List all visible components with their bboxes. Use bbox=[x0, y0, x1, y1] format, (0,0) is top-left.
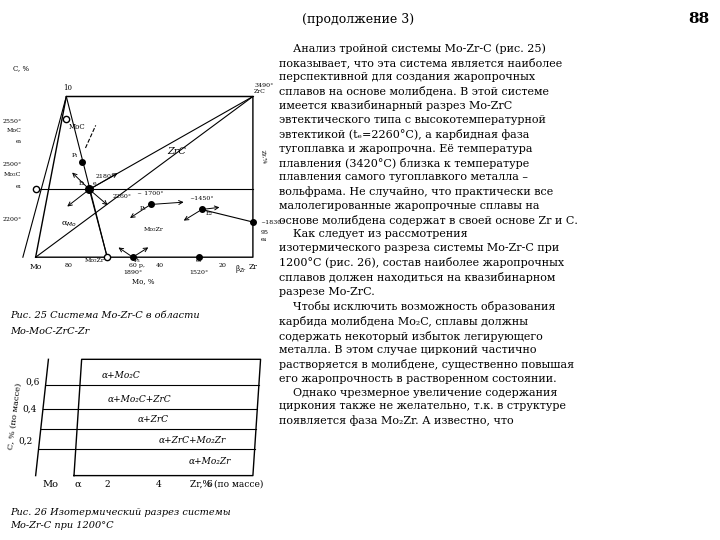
Text: Анализ тройной системы Mo-Zr-C (рис. 25)
показывает, что эта система является на: Анализ тройной системы Mo-Zr-C (рис. 25)… bbox=[279, 43, 577, 426]
Text: e₄: e₄ bbox=[261, 237, 266, 242]
Text: 0,6: 0,6 bbox=[25, 378, 40, 387]
Text: β$_{Zr}$: β$_{Zr}$ bbox=[235, 264, 247, 275]
Text: 6: 6 bbox=[207, 480, 212, 489]
Text: E₂: E₂ bbox=[206, 211, 212, 216]
Text: e₃: e₃ bbox=[196, 259, 202, 264]
Text: MoC: MoC bbox=[68, 123, 85, 131]
Text: Mo, %: Mo, % bbox=[132, 278, 154, 285]
Text: 10: 10 bbox=[63, 84, 72, 92]
Text: 88: 88 bbox=[688, 12, 709, 26]
Text: 60 p,: 60 p, bbox=[129, 264, 145, 268]
Text: 2200°: 2200° bbox=[2, 217, 22, 222]
Text: P₃: P₃ bbox=[134, 259, 140, 264]
Text: α$_{Mo}$: α$_{Mo}$ bbox=[60, 220, 77, 229]
Text: Mo-Zr-C при 1200°С: Mo-Zr-C при 1200°С bbox=[10, 521, 114, 530]
Text: 2: 2 bbox=[104, 480, 110, 489]
Text: α+Mo₂C+ZrC: α+Mo₂C+ZrC bbox=[107, 395, 171, 403]
Text: 40: 40 bbox=[156, 264, 163, 268]
Text: 4: 4 bbox=[156, 480, 161, 489]
Text: 95: 95 bbox=[261, 230, 269, 234]
Text: Mo: Mo bbox=[30, 264, 42, 272]
Text: ~1450°: ~1450° bbox=[189, 197, 214, 201]
Text: Mo₂Zr: Mo₂Zr bbox=[143, 227, 163, 232]
Text: 2260°: 2260° bbox=[112, 194, 131, 199]
Text: e: e bbox=[92, 181, 96, 186]
Text: 0,2: 0,2 bbox=[19, 436, 33, 445]
Text: e₅: e₅ bbox=[15, 139, 22, 144]
Text: α: α bbox=[74, 480, 81, 489]
Text: P₁: P₁ bbox=[71, 153, 78, 158]
Text: 3490°
ZrC: 3490° ZrC bbox=[254, 83, 274, 94]
Text: 1520°: 1520° bbox=[189, 270, 209, 275]
Text: 2180°: 2180° bbox=[96, 174, 114, 179]
Text: Zr: Zr bbox=[248, 264, 257, 272]
Text: ~1830°: ~1830° bbox=[261, 220, 285, 225]
Text: P₂: P₂ bbox=[140, 206, 147, 211]
Text: Mo₂C: Mo₂C bbox=[4, 172, 22, 177]
Text: e₁: e₁ bbox=[16, 184, 22, 190]
Text: Zr,% (по массе): Zr,% (по массе) bbox=[190, 480, 263, 489]
Text: 0,4: 0,4 bbox=[22, 405, 37, 414]
Text: (продолжение 3): (продолжение 3) bbox=[302, 13, 415, 26]
Text: 80: 80 bbox=[65, 264, 73, 268]
Text: Mo: Mo bbox=[42, 480, 58, 489]
Text: Mo-MoC-ZrC-Zr: Mo-MoC-ZrC-Zr bbox=[10, 327, 89, 336]
Text: α+Mo₂C: α+Mo₂C bbox=[102, 371, 141, 380]
Text: ZrC: ZrC bbox=[167, 147, 186, 156]
Text: C, %: C, % bbox=[13, 64, 29, 72]
Text: 2550°: 2550° bbox=[2, 119, 22, 124]
Text: ~ 1700°: ~ 1700° bbox=[138, 192, 164, 197]
Text: MoC: MoC bbox=[6, 128, 22, 133]
Text: α+Mo₂Zr: α+Mo₂Zr bbox=[189, 457, 231, 466]
Text: Zr,%: Zr,% bbox=[261, 149, 267, 164]
Text: 20: 20 bbox=[218, 264, 226, 268]
Text: 2500°: 2500° bbox=[2, 162, 22, 167]
Text: α+ZrC: α+ZrC bbox=[138, 415, 169, 424]
Text: α+ZrC+Mo₂Zr: α+ZrC+Mo₂Zr bbox=[158, 436, 225, 445]
Text: E₁: E₁ bbox=[78, 181, 86, 186]
Text: Рис. 26 Изотермический разрез системы: Рис. 26 Изотермический разрез системы bbox=[10, 508, 231, 517]
Text: Mo₂Zr: Mo₂Zr bbox=[85, 259, 104, 264]
Text: 1890°: 1890° bbox=[123, 270, 143, 275]
Text: C, % (по массе): C, % (по массе) bbox=[7, 383, 23, 450]
Text: Рис. 25 Система Mo-Zr-C в области: Рис. 25 Система Mo-Zr-C в области bbox=[10, 310, 199, 320]
